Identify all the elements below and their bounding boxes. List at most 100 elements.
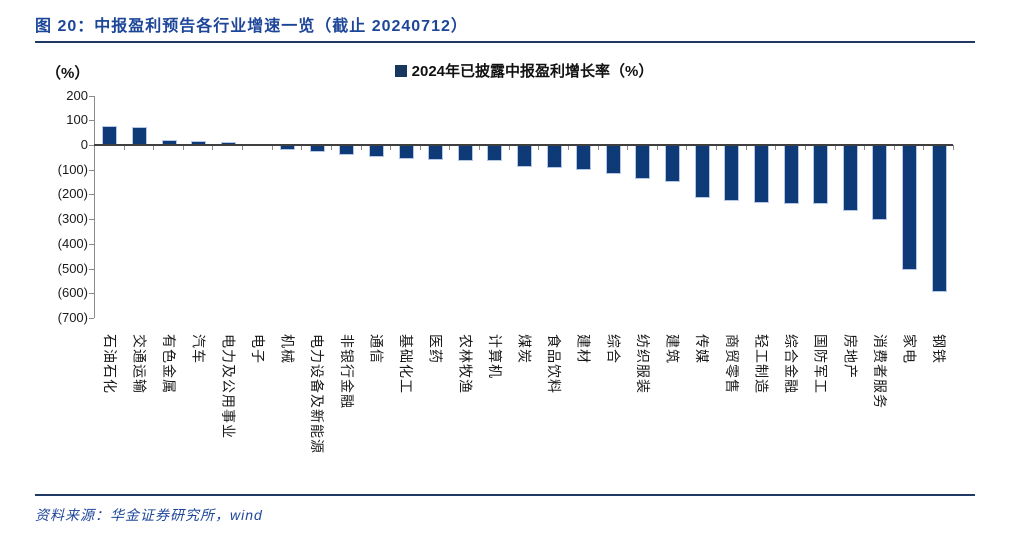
y-axis-tick xyxy=(89,120,94,122)
y-axis-tick-label: (600) xyxy=(57,285,88,301)
x-axis-category-label: 计算机 xyxy=(486,334,503,379)
chart-bar xyxy=(428,145,444,160)
x-axis-category-label: 电力设备及新能源 xyxy=(309,334,326,454)
chart-bar xyxy=(398,145,414,159)
legend-series-label: 2024年已披露中报盈利增长率（%） xyxy=(411,63,654,80)
y-axis-tick xyxy=(89,317,94,319)
x-axis-tick xyxy=(597,145,599,150)
title-divider xyxy=(35,41,975,43)
y-axis-tick-label: (100) xyxy=(57,161,88,177)
y-axis-tick-label: 200 xyxy=(66,87,88,103)
x-axis-tick xyxy=(953,145,954,150)
x-axis-category-label: 消费者服务 xyxy=(871,334,888,409)
x-axis-category-label: 煤炭 xyxy=(516,334,533,364)
x-axis-tick xyxy=(94,145,95,150)
x-axis-tick xyxy=(567,145,569,150)
x-axis-tick xyxy=(479,145,481,150)
x-axis-tick xyxy=(923,145,925,150)
x-axis-tick xyxy=(864,145,866,150)
x-axis-category-label: 家电 xyxy=(901,334,918,364)
x-axis-category-label: 汽车 xyxy=(190,334,207,364)
chart-legend: 2024年已披露中报盈利增长率（%） xyxy=(94,60,954,81)
y-axis-unit-label: （%） xyxy=(46,65,90,82)
y-axis-tick xyxy=(89,95,94,97)
x-axis-category-label: 综合金融 xyxy=(783,334,800,394)
x-axis-tick xyxy=(745,145,747,150)
chart-bar xyxy=(517,145,532,168)
y-axis-tick-label: (500) xyxy=(57,260,88,276)
y-axis-tick xyxy=(89,268,94,270)
chart-bar xyxy=(161,140,177,146)
y-axis-tick xyxy=(89,194,94,196)
chart-bar xyxy=(694,145,710,199)
x-axis-tick xyxy=(775,145,777,150)
y-axis-tick-label: (300) xyxy=(57,211,88,227)
x-axis-category-label: 医药 xyxy=(427,334,444,364)
chart-bar xyxy=(931,145,947,292)
y-axis-tick-label: (700) xyxy=(57,309,88,325)
chart-bar xyxy=(665,145,681,183)
x-axis-tick xyxy=(123,145,125,150)
x-axis-tick xyxy=(419,145,421,150)
x-axis-tick xyxy=(804,145,806,150)
x-axis-tick xyxy=(834,145,836,150)
chart-bar xyxy=(902,145,918,270)
chart-bar xyxy=(783,145,799,204)
chart-bar xyxy=(635,145,651,179)
chart-bar xyxy=(753,145,769,203)
x-axis-category-label: 轻工制造 xyxy=(753,334,770,394)
x-axis-tick xyxy=(271,145,273,150)
chart-bar xyxy=(724,145,740,201)
y-axis-tick xyxy=(89,169,94,171)
x-axis-tick xyxy=(360,145,362,150)
y-axis-line xyxy=(94,95,95,318)
x-axis-category-label: 建材 xyxy=(575,334,592,364)
x-axis-category-label: 传媒 xyxy=(694,334,711,364)
x-axis-category-label: 机械 xyxy=(279,334,296,364)
x-axis-tick xyxy=(182,145,184,150)
x-axis-tick xyxy=(508,145,510,150)
x-axis-category-label: 食品饮料 xyxy=(546,334,563,394)
x-axis-tick xyxy=(330,145,332,150)
x-axis-category-label: 非银行金融 xyxy=(338,334,355,409)
x-axis-tick xyxy=(656,145,658,150)
figure-title: 图 20：中报盈利预告各行业增速一览（截止 20240712） xyxy=(35,18,468,35)
x-axis-category-label: 钢铁 xyxy=(931,334,948,364)
chart-bar xyxy=(131,127,147,146)
x-axis-category-label: 建筑 xyxy=(664,334,681,364)
x-axis-category-label: 石油石化 xyxy=(101,334,118,394)
x-axis-tick xyxy=(242,145,244,150)
x-axis-category-label: 有色金属 xyxy=(161,334,178,394)
x-axis-category-label: 国防军工 xyxy=(812,334,829,394)
x-axis-tick xyxy=(301,145,303,150)
chart-bar xyxy=(339,145,355,155)
chart-bar xyxy=(605,145,621,174)
x-axis-category-label: 电子 xyxy=(249,334,266,364)
x-axis-category-label: 综合 xyxy=(605,334,622,364)
x-axis-tick xyxy=(390,145,392,150)
chart-bar xyxy=(546,145,562,169)
y-axis-tick-label: 100 xyxy=(66,112,88,128)
chart-bar xyxy=(309,145,325,153)
chart-bar xyxy=(102,126,118,146)
x-axis-category-label: 交通运输 xyxy=(131,334,148,394)
x-axis-category-label: 电力及公用事业 xyxy=(220,334,237,439)
x-axis-category-label: 基础化工 xyxy=(398,334,415,394)
chart-bar xyxy=(191,140,207,146)
y-axis-tick-label: (400) xyxy=(57,235,88,251)
legend-swatch-icon xyxy=(394,64,407,77)
x-axis-tick xyxy=(893,145,895,150)
x-axis-category-label: 房地产 xyxy=(842,334,859,379)
x-axis-tick xyxy=(153,145,155,150)
source-note: 资料来源：华金证券研究所，wind xyxy=(35,507,263,523)
x-axis-category-label: 纺织服装 xyxy=(634,334,651,394)
chart-bar xyxy=(368,145,384,157)
x-axis-category-label: 通信 xyxy=(368,334,385,364)
chart-bar xyxy=(842,145,858,212)
y-axis-tick xyxy=(89,219,94,221)
x-axis-tick xyxy=(538,145,540,150)
y-axis-tick-label: 0 xyxy=(80,137,88,152)
y-axis-tick xyxy=(89,293,94,295)
y-axis-tick xyxy=(89,145,94,146)
